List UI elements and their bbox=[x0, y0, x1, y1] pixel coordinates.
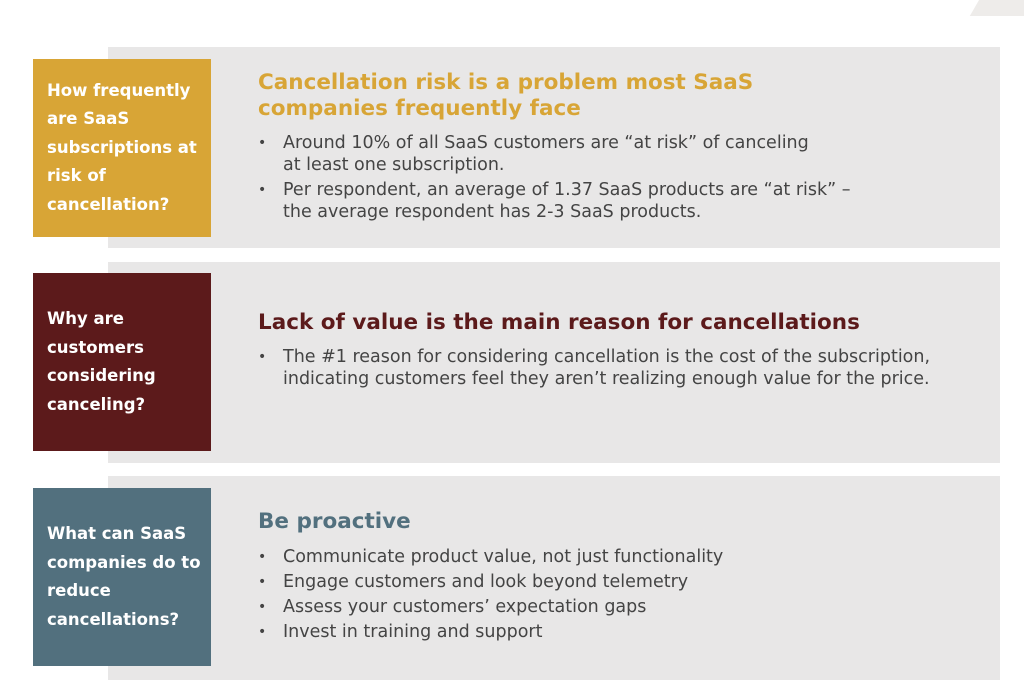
bullet-item: Engage customers and look beyond telemet… bbox=[258, 570, 958, 595]
question-box-reasons: Why are customers considering canceling? bbox=[33, 273, 211, 451]
question-box-actions: What can SaaS companies do to reduce can… bbox=[33, 488, 211, 666]
bullet-list: Around 10% of all SaaS customers are “at… bbox=[258, 132, 858, 223]
section-content-actions: Be proactive Communicate product value, … bbox=[258, 509, 958, 645]
section-heading: Cancellation risk is a problem most SaaS… bbox=[258, 70, 754, 121]
question-box-risk: How frequently are SaaS subscriptions at… bbox=[33, 59, 211, 237]
bullet-item: Communicate product value, not just func… bbox=[258, 545, 958, 570]
section-heading: Be proactive bbox=[258, 509, 411, 534]
section-content-reasons: Lack of value is the main reason for can… bbox=[258, 310, 958, 390]
bullet-item: Invest in training and support bbox=[258, 620, 958, 645]
bullet-list: Communicate product value, not just func… bbox=[258, 545, 958, 645]
section-content-risk: Cancellation risk is a problem most SaaS… bbox=[258, 70, 958, 223]
bullet-item: Assess your customers’ expectation gaps bbox=[258, 595, 958, 620]
bullet-item: The #1 reason for considering cancellati… bbox=[258, 346, 948, 390]
bullet-item: Per respondent, an average of 1.37 SaaS … bbox=[258, 179, 858, 223]
section-heading: Lack of value is the main reason for can… bbox=[258, 310, 860, 335]
bullet-item: Around 10% of all SaaS customers are “at… bbox=[258, 132, 858, 176]
bullet-list: The #1 reason for considering cancellati… bbox=[258, 346, 948, 390]
page-corner-tab bbox=[969, 0, 1024, 16]
